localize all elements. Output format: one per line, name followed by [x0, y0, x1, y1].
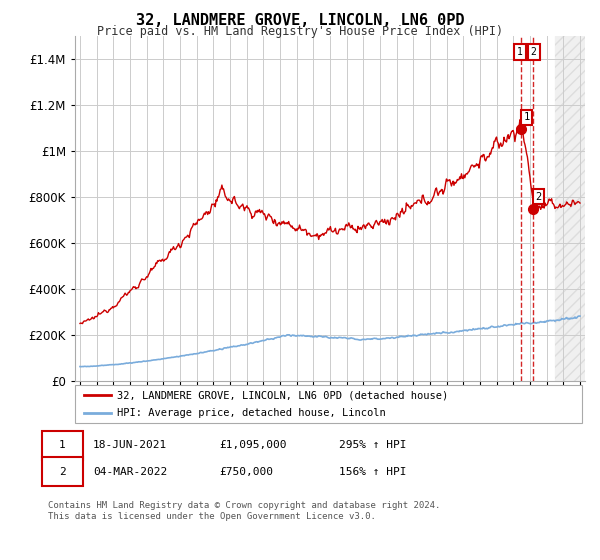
Text: HPI: Average price, detached house, Lincoln: HPI: Average price, detached house, Linc… — [117, 408, 386, 418]
Text: £1,095,000: £1,095,000 — [219, 440, 287, 450]
Text: 2: 2 — [59, 466, 66, 477]
Text: 2: 2 — [535, 192, 542, 202]
Text: 32, LANDMERE GROVE, LINCOLN, LN6 0PD: 32, LANDMERE GROVE, LINCOLN, LN6 0PD — [136, 13, 464, 28]
Text: £750,000: £750,000 — [219, 466, 273, 477]
Text: 04-MAR-2022: 04-MAR-2022 — [93, 466, 167, 477]
Text: 1: 1 — [523, 113, 530, 123]
Text: 2: 2 — [531, 46, 536, 57]
Text: 32, LANDMERE GROVE, LINCOLN, LN6 0PD (detached house): 32, LANDMERE GROVE, LINCOLN, LN6 0PD (de… — [117, 390, 448, 400]
Text: Price paid vs. HM Land Registry's House Price Index (HPI): Price paid vs. HM Land Registry's House … — [97, 25, 503, 38]
Text: 156% ↑ HPI: 156% ↑ HPI — [339, 466, 407, 477]
Bar — [555, 36, 596, 381]
Text: 1: 1 — [517, 46, 523, 57]
Text: 18-JUN-2021: 18-JUN-2021 — [93, 440, 167, 450]
Text: 295% ↑ HPI: 295% ↑ HPI — [339, 440, 407, 450]
Text: 1: 1 — [59, 440, 66, 450]
Text: Contains HM Land Registry data © Crown copyright and database right 2024.
This d: Contains HM Land Registry data © Crown c… — [48, 501, 440, 521]
Bar — [555, 36, 596, 381]
